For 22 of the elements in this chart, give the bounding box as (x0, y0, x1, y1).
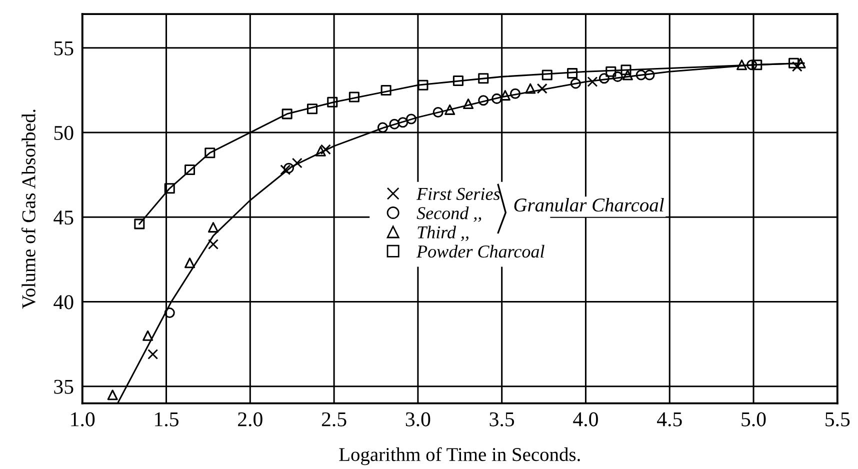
legend-label: Second ,, (416, 206, 482, 222)
y-tick-label: 35 (54, 380, 74, 394)
x-axis-title: Logarithm of Time in Seconds. (339, 447, 580, 466)
y-tick-label: 55 (54, 42, 74, 56)
x-tick-label: 1.0 (71, 412, 95, 426)
x-tick-label: 2.0 (238, 412, 262, 426)
x-tick-label: 5.0 (742, 412, 766, 426)
x-tick-label: 2.5 (322, 412, 346, 426)
x-tick-label: 5.5 (826, 412, 850, 426)
legend-label: First Series (416, 188, 500, 200)
y-tick-label: 50 (54, 126, 74, 140)
annotation: Granular Charcoal (514, 198, 664, 212)
y-tick-label: 45 (54, 210, 74, 225)
y-tick-label: 40 (54, 295, 74, 310)
legend-label: Third ,, (418, 226, 468, 242)
legend-label: Powder Charcoal (416, 244, 544, 258)
y-axis-title: Volume of Gas Absorbed. (21, 110, 36, 309)
x-tick-label: 3.0 (406, 412, 430, 426)
x-tick-label: 1.5 (155, 412, 178, 426)
x-tick-label: 4.0 (573, 412, 598, 426)
x-tick-label: 4.5 (657, 412, 682, 426)
x-tick-label: 3.5 (490, 412, 514, 426)
